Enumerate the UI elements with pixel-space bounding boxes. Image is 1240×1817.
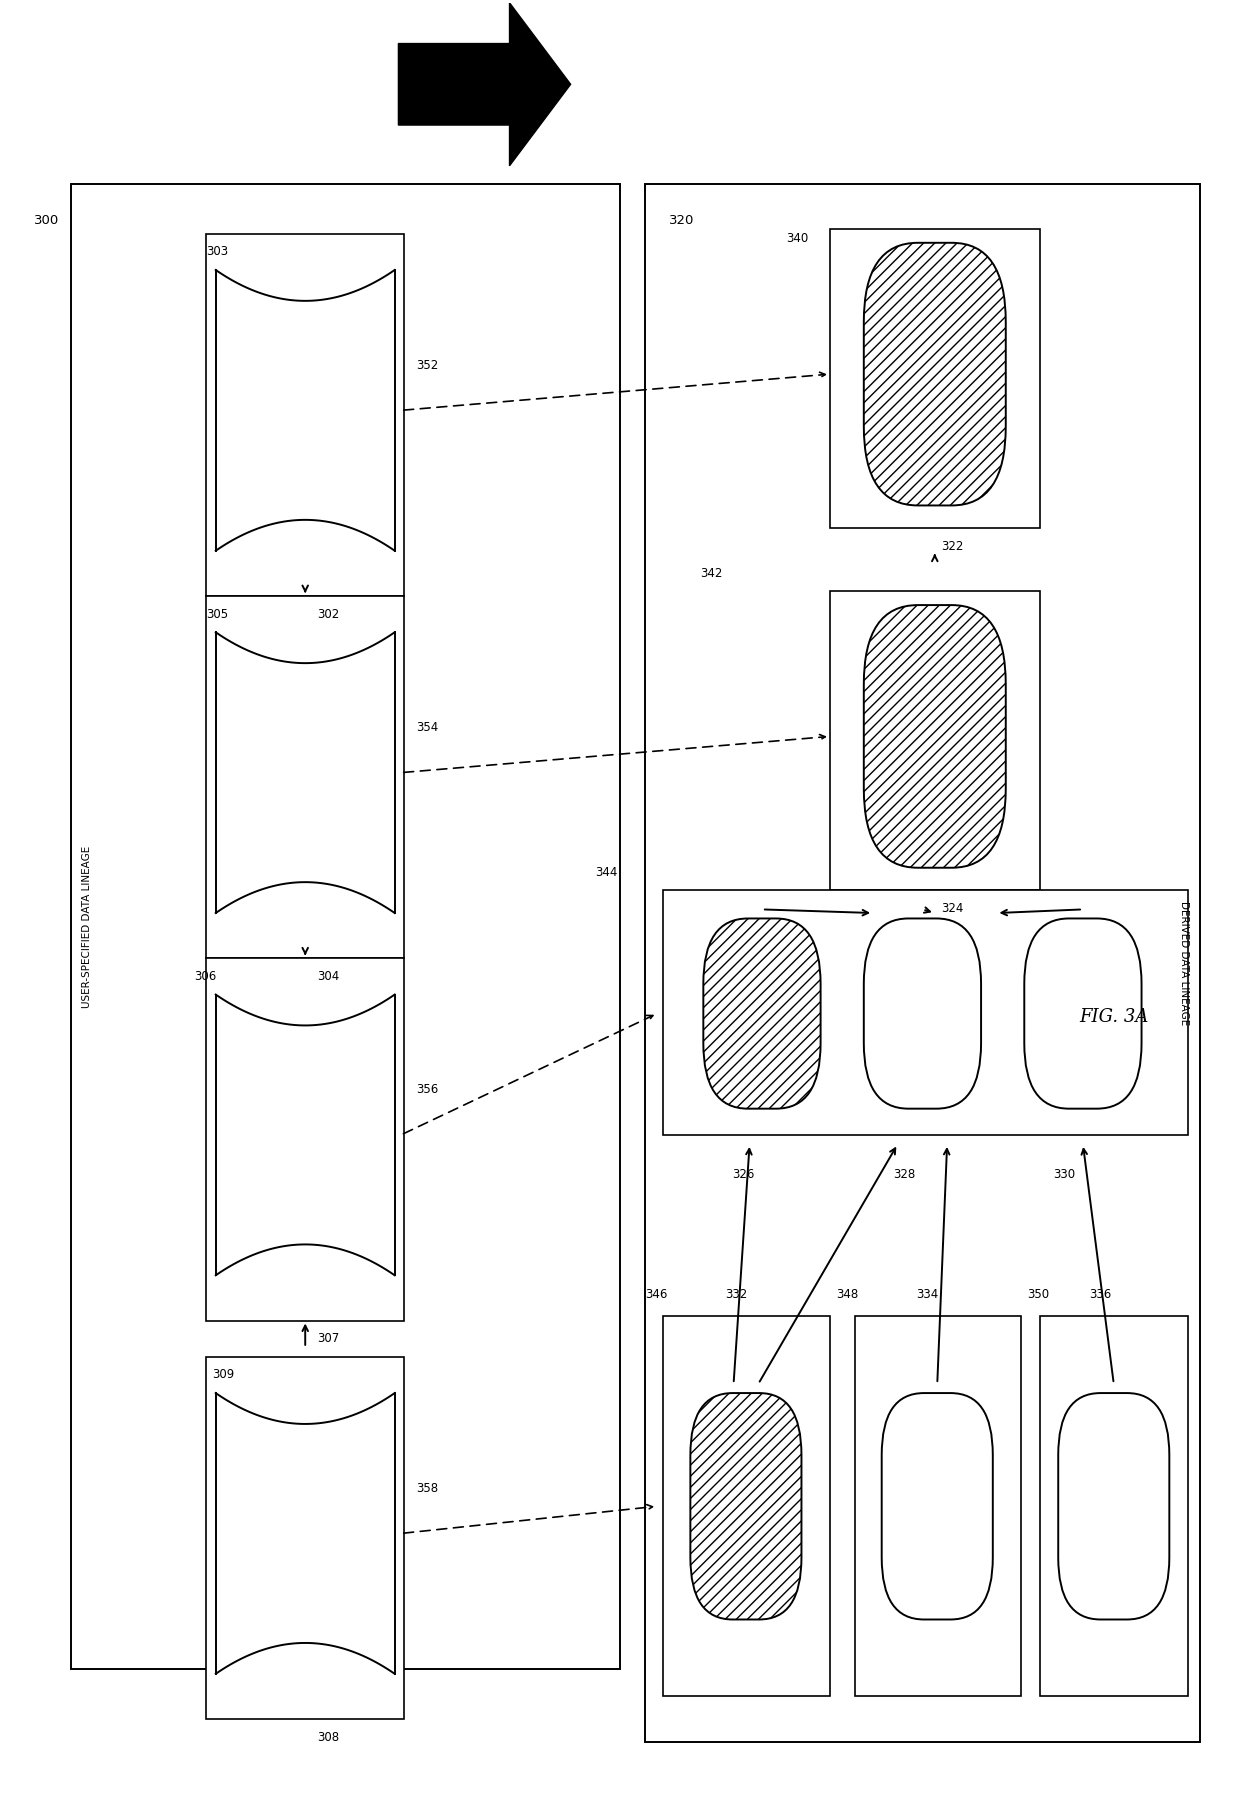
Text: 320: 320 xyxy=(670,214,694,227)
Text: 326: 326 xyxy=(733,1168,755,1181)
Text: 308: 308 xyxy=(317,1732,340,1744)
Text: 322: 322 xyxy=(941,540,963,552)
Bar xyxy=(71,184,620,1670)
Text: USER-SPECIFIED DATA LINEAGE: USER-SPECIFIED DATA LINEAGE xyxy=(82,845,92,1008)
Text: 300: 300 xyxy=(33,214,58,227)
Text: 305: 305 xyxy=(207,607,228,621)
Bar xyxy=(207,596,404,958)
FancyBboxPatch shape xyxy=(864,243,1006,505)
Text: 354: 354 xyxy=(417,721,439,734)
Text: 332: 332 xyxy=(725,1288,748,1301)
Text: 304: 304 xyxy=(317,970,340,983)
Text: 303: 303 xyxy=(207,245,228,258)
Text: 356: 356 xyxy=(417,1083,439,1096)
Text: 336: 336 xyxy=(1089,1288,1111,1301)
Polygon shape xyxy=(216,632,394,912)
FancyBboxPatch shape xyxy=(882,1394,993,1619)
FancyBboxPatch shape xyxy=(864,918,981,1108)
Polygon shape xyxy=(398,4,570,165)
Polygon shape xyxy=(216,1394,394,1673)
Text: 358: 358 xyxy=(417,1481,439,1495)
Bar xyxy=(207,234,404,596)
Text: 348: 348 xyxy=(836,1288,858,1301)
Text: 342: 342 xyxy=(701,567,723,580)
Bar xyxy=(207,958,404,1321)
Text: 330: 330 xyxy=(1053,1168,1075,1181)
Text: 309: 309 xyxy=(212,1368,234,1381)
Polygon shape xyxy=(216,994,394,1276)
Text: 324: 324 xyxy=(941,901,963,916)
Text: 302: 302 xyxy=(317,607,340,621)
Bar xyxy=(645,184,1200,1743)
Bar xyxy=(830,229,1039,529)
Text: 352: 352 xyxy=(417,358,439,371)
Text: 346: 346 xyxy=(645,1288,667,1301)
Text: 328: 328 xyxy=(893,1168,915,1181)
FancyBboxPatch shape xyxy=(691,1394,801,1619)
Text: 340: 340 xyxy=(786,233,808,245)
FancyBboxPatch shape xyxy=(864,605,1006,869)
Text: 306: 306 xyxy=(195,970,216,983)
Bar xyxy=(663,1316,830,1697)
Text: 334: 334 xyxy=(916,1288,939,1301)
Bar xyxy=(854,1316,1022,1697)
Bar xyxy=(207,1357,404,1719)
Text: 350: 350 xyxy=(1028,1288,1049,1301)
Bar xyxy=(1039,1316,1188,1697)
FancyBboxPatch shape xyxy=(703,918,821,1108)
Text: 307: 307 xyxy=(317,1332,340,1345)
Text: FIG. 3A: FIG. 3A xyxy=(1079,1008,1148,1027)
Text: 344: 344 xyxy=(595,865,618,879)
Bar xyxy=(830,592,1039,890)
Polygon shape xyxy=(216,271,394,551)
Bar xyxy=(663,890,1188,1136)
FancyBboxPatch shape xyxy=(1024,918,1142,1108)
FancyBboxPatch shape xyxy=(1058,1394,1169,1619)
Text: DERIVED DATA LINEAGE: DERIVED DATA LINEAGE xyxy=(1179,901,1189,1025)
